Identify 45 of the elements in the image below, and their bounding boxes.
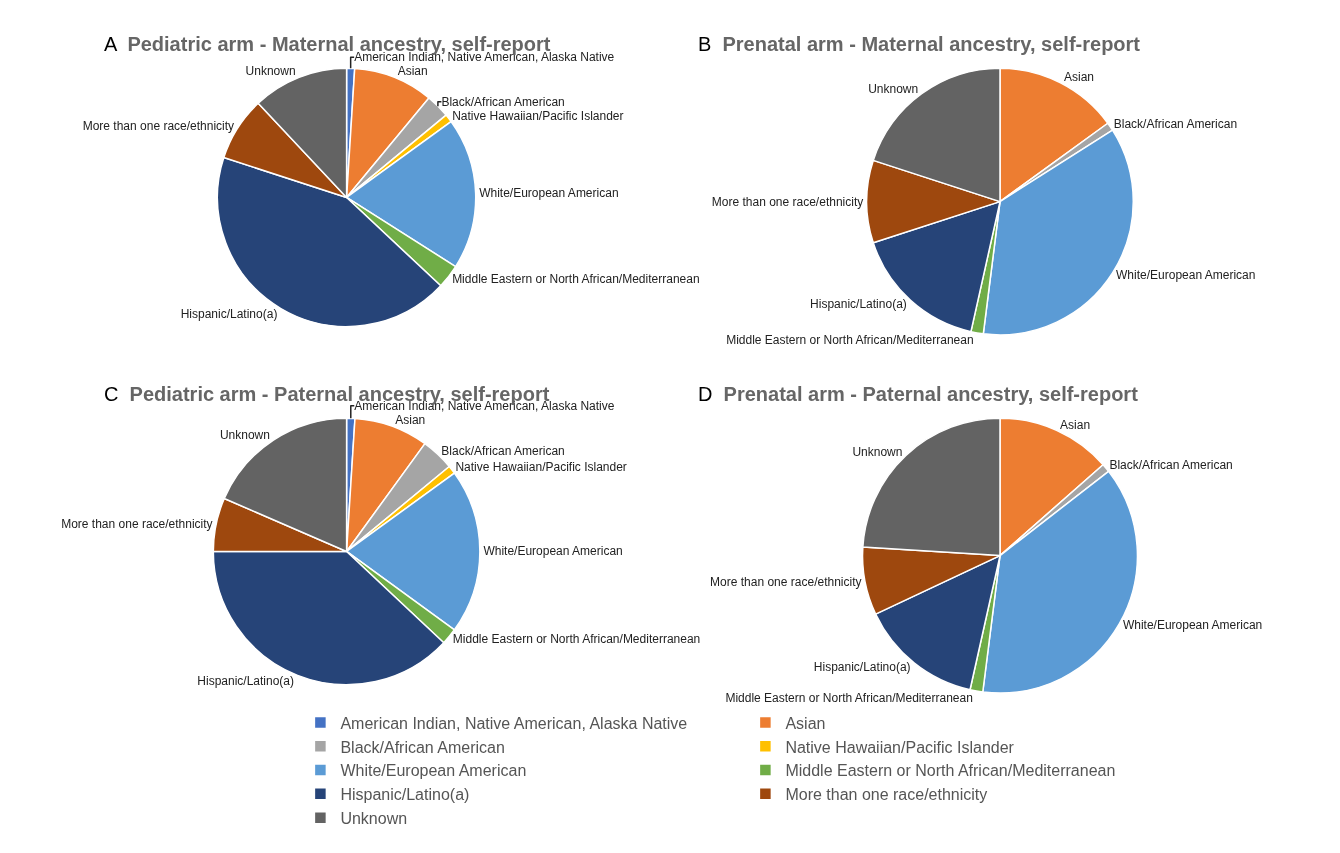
- slice-label: Hispanic/Latino(a): [810, 297, 907, 311]
- category-label: Native Hawaiian/Pacific Islander: [452, 108, 624, 123]
- slice-label: Asian: [1064, 70, 1095, 85]
- slice-label: Unknown: [245, 64, 296, 79]
- legend-label: Black/African American: [340, 738, 505, 756]
- slice-label: Black/African American: [1109, 458, 1233, 473]
- slice-label: More than one race/ethnicity: [61, 517, 213, 532]
- slice-label: White/European American: [479, 186, 619, 201]
- chart-title: Prenatal arm - Paternal ancestry, self-report: [723, 383, 1139, 405]
- slice-label: Unknown: [868, 82, 919, 97]
- slice-label: Middle Eastern or North African/Mediterranean: [726, 332, 974, 347]
- slice-label: Asian: [395, 412, 426, 427]
- slice-label: Black/African American: [1113, 117, 1238, 132]
- chart-title: Prenatal arm - Maternal ancestry, self-report: [722, 33, 1141, 55]
- slice-label: Middle Eastern or North African/Mediterranean: [452, 632, 701, 647]
- slice-label: More than one race/ethnicity: [711, 194, 864, 209]
- slice-label: Black/African American: [441, 443, 565, 458]
- slice-label: Native Hawaiian/Pacific Islander: [455, 460, 627, 475]
- text: C: [104, 383, 119, 405]
- slice-label: More than one race/ethnicity: [710, 574, 862, 589]
- legend-label: Asian: [785, 714, 826, 732]
- slice-label: Hispanic/Latino(a): [813, 660, 911, 675]
- slice-label: White/European American: [1122, 618, 1263, 633]
- slice-label: Asian: [1060, 417, 1091, 432]
- text: B: [698, 33, 712, 55]
- legend-label: White/European American: [340, 762, 527, 780]
- slice-label: White/European American: [1116, 268, 1256, 283]
- slice-label: Hispanic/Latino(a): [197, 674, 295, 689]
- text: A: [104, 33, 118, 55]
- slice-label: Asian: [397, 64, 428, 79]
- legend-label: Middle Eastern or North African/Mediterranean: [785, 762, 1116, 780]
- slice-label: Unknown: [219, 428, 270, 443]
- legend-label: Unknown: [340, 809, 408, 827]
- legend-label: Hispanic/Latino(a): [340, 786, 470, 804]
- slice-label: White/European American: [483, 544, 623, 559]
- text: D: [698, 383, 713, 405]
- slice-label: Middle Eastern or North African/Mediterranean: [452, 272, 700, 287]
- legend-label: American Indian, Native American, Alaska Native: [340, 714, 688, 732]
- slice-label: Middle Eastern or North African/Mediterranean: [725, 690, 973, 705]
- slice-label: Unknown: [852, 444, 903, 459]
- slice-label: Hispanic/Latino(a): [180, 306, 278, 321]
- slice-label: Black/African American: [441, 94, 565, 109]
- legend-label: More than one race/ethnicity: [785, 786, 988, 804]
- slice-label: More than one race/ethnicity: [82, 119, 235, 134]
- legend-label: Native Hawaiian/Pacific Islander: [785, 738, 1015, 756]
